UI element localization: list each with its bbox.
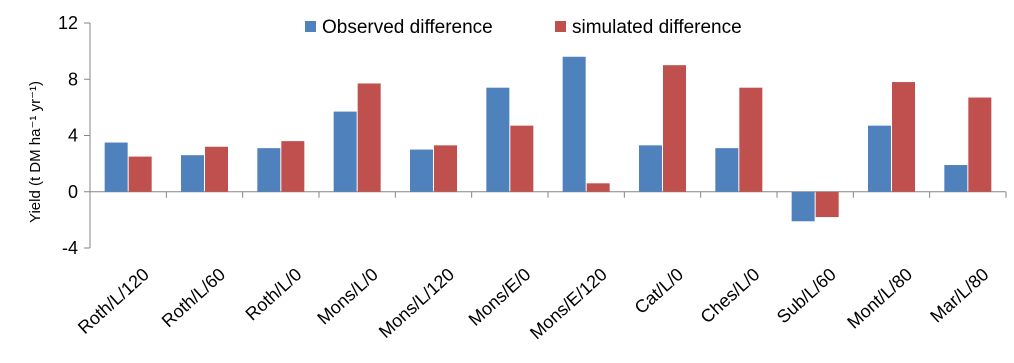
bar-observed-mar-l-80 <box>944 165 968 192</box>
x-category-label: Roth/L/60 <box>158 264 229 331</box>
bar-observed-roth-l-60 <box>181 155 204 192</box>
legend-swatch-simulated <box>555 21 566 32</box>
bar-observed-roth-l-0 <box>257 148 281 192</box>
bar-simulated-roth-l-120 <box>128 156 152 192</box>
bar-simulated-ches-l-0 <box>739 87 763 192</box>
x-category-label: Mons/E/120 <box>526 264 611 343</box>
y-axis-label: Yield (t DM ha⁻¹ yr⁻¹) <box>27 81 44 223</box>
bar-simulated-mont-l-80 <box>892 82 915 192</box>
legend-swatch-observed <box>305 21 316 32</box>
bar-simulated-mons-e-0 <box>510 125 534 192</box>
bar-simulated-roth-l-0 <box>281 141 305 192</box>
y-tick-label: 12 <box>58 13 78 33</box>
legend-label-observed: Observed difference <box>322 17 493 38</box>
x-category-label: Mar/L/80 <box>926 264 992 326</box>
legend-label-simulated: simulated difference <box>572 17 742 38</box>
x-category-label: Mons/L/120 <box>375 264 458 342</box>
bar-observed-mont-l-80 <box>868 125 891 192</box>
y-tick-label: 8 <box>68 69 78 89</box>
x-category-label: Roth/L/0 <box>242 264 306 324</box>
legend: Observed difference simulated difference <box>305 17 742 38</box>
x-category-label: Mons/E/0 <box>465 264 535 330</box>
x-category-label: Mont/L/80 <box>843 264 916 332</box>
bar-simulated-mons-l-0 <box>357 83 381 192</box>
y-axis-title: Yield (t DM ha⁻¹ yr⁻¹) <box>27 81 44 223</box>
bar-observed-mons-e-120 <box>562 56 586 192</box>
bar-observed-ches-l-0 <box>715 148 739 192</box>
bar-simulated-mons-e-120 <box>586 183 610 192</box>
y-tick-label: 0 <box>68 182 78 202</box>
bar-observed-mons-e-0 <box>486 87 510 192</box>
bar-simulated-roth-l-60 <box>205 146 228 192</box>
y-tick-label: -4 <box>62 238 78 258</box>
bar-simulated-mons-l-120 <box>434 145 457 192</box>
x-category-label: Roth/L/120 <box>74 264 153 338</box>
x-category-label: Cat/L/0 <box>631 264 688 318</box>
bar-observed-mons-l-120 <box>410 149 433 192</box>
bar-simulated-mar-l-80 <box>968 97 992 192</box>
bar-observed-sub-l-60 <box>791 191 815 222</box>
bar-observed-cat-l-0 <box>639 145 662 192</box>
bar-observed-mons-l-0 <box>333 111 357 192</box>
bar-simulated-cat-l-0 <box>663 65 686 192</box>
bar-simulated-sub-l-60 <box>815 191 839 218</box>
x-category-label: Sub/L/60 <box>773 264 840 327</box>
x-category-label: Ches/L/0 <box>697 264 764 327</box>
bar-observed-roth-l-120 <box>104 142 128 192</box>
x-category-label: Mons/L/0 <box>313 264 381 328</box>
y-tick-label: 4 <box>68 126 78 146</box>
